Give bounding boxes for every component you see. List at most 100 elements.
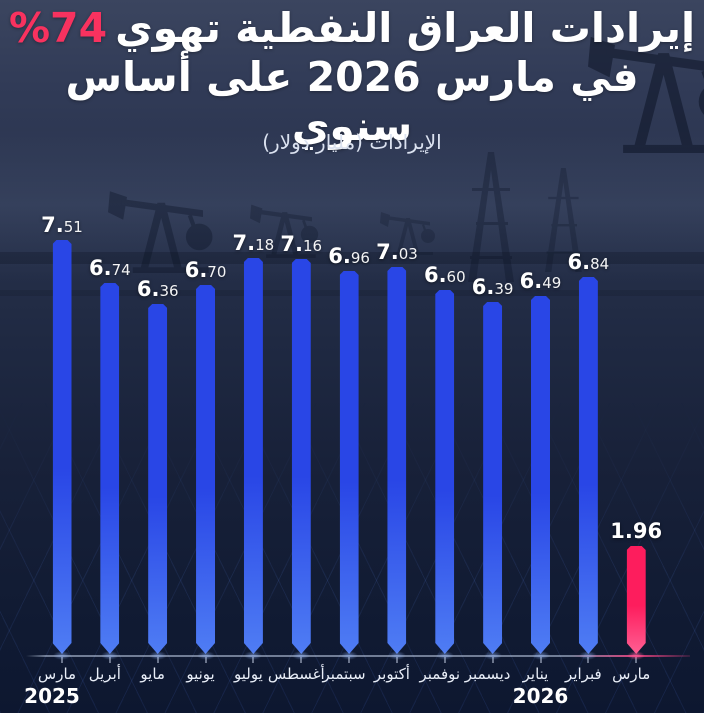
bar-value-label: 6.84 <box>548 250 628 276</box>
axis-tick-glow <box>340 651 359 660</box>
axis-tick-glow <box>196 651 215 660</box>
axis-tick-glow <box>100 651 119 660</box>
chart-bar <box>148 304 167 654</box>
axis-tick-glow <box>531 651 550 660</box>
axis-tick-glow <box>148 651 167 660</box>
axis-tick-glow <box>292 651 311 660</box>
axis-tick-glow <box>53 651 71 660</box>
axis-tick-glow <box>579 651 598 660</box>
bar-value-label: 7.03 <box>357 240 437 266</box>
bar-value-label: 6.49 <box>501 269 581 295</box>
axis-tick-glow <box>387 651 406 660</box>
x-axis-month-label: ديسمبر <box>464 665 511 683</box>
x-axis-month-label: مارس <box>612 665 651 683</box>
axis-tick <box>635 657 638 663</box>
value-decimal-part: 39 <box>494 280 514 298</box>
chart-bar <box>387 267 406 654</box>
value-integer-part: 7. <box>376 240 399 264</box>
chart-bar <box>483 302 502 654</box>
axis-tick <box>204 657 207 663</box>
axis-tick <box>587 657 590 663</box>
value-integer-part: 6. <box>136 277 160 301</box>
value-decimal-part: 49 <box>542 274 562 292</box>
value-decimal-part: 51 <box>63 218 83 236</box>
axis-tick <box>300 657 303 663</box>
headline-line2: في مارس 2026 على أساس سنوي <box>65 53 639 150</box>
value-decimal-part: 96 <box>350 249 370 267</box>
bar-value-label: 6.39 <box>453 275 533 301</box>
value-integer-part: 6. <box>519 269 543 293</box>
value-decimal-part: 16 <box>303 237 323 255</box>
axis-tick <box>395 657 398 663</box>
axis-tick <box>348 657 351 663</box>
bar-value-label: 1.96 <box>596 519 676 543</box>
value-integer-part: 6. <box>471 275 495 299</box>
axis-tick <box>252 657 255 663</box>
value-integer-part: 1. <box>610 519 633 543</box>
value-decimal-part: 96 <box>632 519 663 543</box>
x-axis-month-label: نوفمبر <box>419 665 461 683</box>
x-axis-month-label: سبتمبر <box>322 665 366 683</box>
bar-value-label: 6.96 <box>309 244 389 270</box>
x-axis-year-label: 2025 <box>24 684 80 708</box>
oilfield-silhouette-background <box>0 36 704 282</box>
value-integer-part: 6. <box>567 250 591 274</box>
x-axis-month-label: مارس <box>37 665 77 683</box>
bar-value-label: 6.60 <box>405 263 485 289</box>
headline-accent-percent: %74 <box>8 4 108 52</box>
value-integer-part: 6. <box>423 263 447 287</box>
chart-bar <box>244 258 263 654</box>
x-axis-line <box>26 655 690 657</box>
x-axis-month-label: أغسطس <box>267 665 325 683</box>
axis-tick-glow <box>435 651 454 660</box>
x-axis-year-label: 2026 <box>512 684 569 708</box>
bar-value-label: 7.18 <box>213 231 293 257</box>
x-axis-month-label: يناير <box>522 665 549 683</box>
value-integer-part: 7. <box>232 231 256 255</box>
value-decimal-part: 70 <box>207 263 227 281</box>
chart-bar <box>531 296 550 654</box>
bar-value-label: 6.70 <box>166 258 246 284</box>
ground-band <box>0 252 704 264</box>
value-integer-part: 6. <box>184 258 208 282</box>
axis-tick-glow <box>627 651 646 660</box>
value-decimal-part: 74 <box>111 261 131 279</box>
x-axis-month-label: مايو <box>140 665 165 683</box>
bar-value-label: 6.74 <box>70 256 150 282</box>
value-integer-part: 7. <box>41 213 64 237</box>
axis-tick <box>156 657 159 663</box>
chart-bar <box>579 277 598 654</box>
x-axis-month-label: فبراير <box>565 665 602 683</box>
chart-bar <box>435 290 454 654</box>
value-decimal-part: 84 <box>590 255 610 273</box>
bar-value-label: 7.16 <box>261 232 341 258</box>
headline-line1: إيرادات العراق النفطية تهوي%74 <box>0 4 704 53</box>
x-axis-month-label: يوليو <box>234 665 263 683</box>
chart-bar <box>100 283 119 654</box>
chart-unit-label: الإيرادات (مليار دولار) <box>262 130 442 154</box>
axis-tick <box>108 657 111 663</box>
chart-bar <box>53 240 72 654</box>
axis-tick <box>443 657 446 663</box>
value-integer-part: 7. <box>280 232 303 256</box>
chart-bar-highlighted <box>627 546 646 654</box>
axis-tick <box>61 657 63 663</box>
value-decimal-part: 60 <box>446 268 466 286</box>
value-integer-part: 6. <box>89 256 112 280</box>
axis-tick-glow <box>483 651 502 660</box>
x-axis-month-label: أبريل <box>88 665 121 683</box>
value-decimal-part: 36 <box>159 282 179 300</box>
chart-bar <box>196 285 215 654</box>
bar-value-label: 7.51 <box>22 213 102 239</box>
axis-tick <box>491 657 494 663</box>
headline-line1-text: إيرادات العراق النفطية تهوي <box>115 4 696 52</box>
value-decimal-part: 18 <box>255 236 275 254</box>
headline: إيرادات العراق النفطية تهوي%74 في مارس 2… <box>0 4 704 151</box>
axis-tick <box>539 657 542 663</box>
bar-value-label: 6.36 <box>118 277 198 303</box>
chart-bar <box>292 259 311 654</box>
x-axis-month-label: أكتوبر <box>373 665 410 683</box>
value-decimal-part: 03 <box>398 245 418 263</box>
